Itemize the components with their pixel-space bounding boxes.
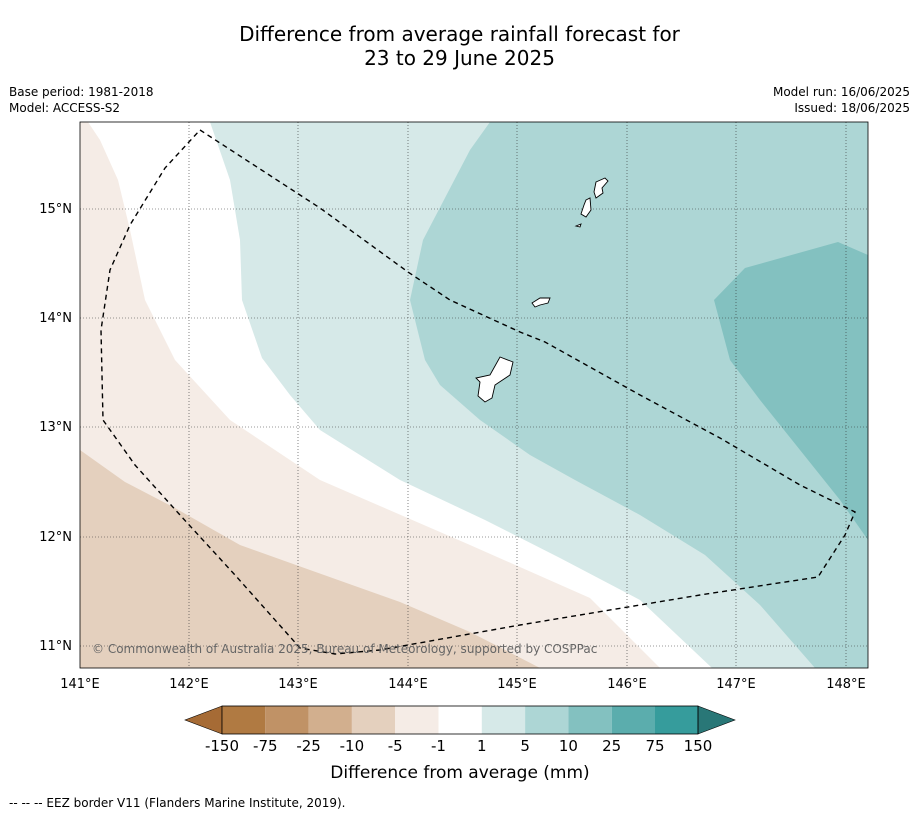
map-plot-area [80, 122, 868, 668]
lat-tick-label: 11°N [39, 639, 72, 654]
island-rota [531, 297, 551, 308]
colorbar-low-extend [184, 705, 223, 735]
colorbar-label: -75 [253, 737, 278, 755]
colorbar-title: Difference from average (mm) [330, 763, 589, 783]
lon-tick-label: 143°E [278, 677, 318, 692]
eez-border [100, 129, 856, 655]
meta-right: Model run: 16/06/2025 Issued: 18/06/2025 [773, 84, 910, 116]
colorbar-label: -25 [296, 737, 321, 755]
colorbar-segment [308, 706, 352, 734]
colorbar-segment [568, 706, 612, 734]
gridlines [80, 122, 868, 668]
colorbar-label: 10 [559, 737, 578, 755]
base-period-label: Base period: 1981-2018 [9, 85, 154, 99]
lat-tick-label: 15°N [39, 202, 72, 217]
lon-tick-label: 146°E [607, 677, 647, 692]
model-label: Model: ACCESS-S2 [9, 101, 121, 115]
lat-tick-labels: 15°N 14°N 13°N 12°N 11°N [39, 202, 72, 654]
map-frame [79, 121, 869, 669]
colorbar-frame [221, 705, 699, 735]
colorbar-segment [611, 706, 655, 734]
eez-footnote: -- -- -- EEZ border V11 (Flanders Marine… [9, 796, 346, 810]
lon-tick-label: 147°E [716, 677, 756, 692]
band-10-25 [714, 242, 868, 540]
meta-left: Base period: 1981-2018 Model: ACCESS-S2 [9, 84, 154, 116]
lat-tick-label: 14°N [39, 311, 72, 326]
lon-tick-label: 141°E [60, 677, 100, 692]
colorbar-label: -10 [340, 737, 365, 755]
colorbar-segment [222, 706, 266, 734]
lon-tick-label: 144°E [388, 677, 428, 692]
island-tinian [580, 197, 592, 218]
lon-tick-label: 148°E [826, 677, 866, 692]
title-line-2: 23 to 29 June 2025 [364, 46, 555, 70]
lon-tick-label: 145°E [497, 677, 537, 692]
island-guam [475, 356, 514, 403]
islands [475, 177, 609, 403]
colorbar-label: 75 [645, 737, 664, 755]
colorbar-segment [351, 706, 396, 734]
colorbar-label: 5 [520, 737, 530, 755]
island-saipan [593, 177, 609, 199]
colorbar-segment [265, 706, 309, 734]
map-title: Difference from average rainfall forecas… [0, 22, 919, 70]
colorbar-labels: -150 -75 -25 -10 -5 -1 1 5 10 25 75 150 [205, 737, 712, 755]
colorbar: -150 -75 -25 -10 -5 -1 1 5 10 25 75 150 … [184, 705, 736, 783]
colorbar-label: -5 [388, 737, 403, 755]
lon-tick-label: 142°E [169, 677, 209, 692]
copyright-text: © Commonwealth of Australia 2025, Bureau… [92, 642, 597, 656]
colorbar-segment [655, 706, 698, 734]
issued-label: Issued: 18/06/2025 [794, 101, 910, 115]
lat-tick-label: 12°N [39, 530, 72, 545]
title-line-1: Difference from average rainfall forecas… [239, 22, 680, 46]
colorbar-segment [525, 706, 569, 734]
lat-tick-label: 13°N [39, 420, 72, 435]
colorbar-segment [481, 706, 526, 734]
colorbar-segment [395, 706, 439, 734]
colorbar-high-extend [697, 705, 736, 735]
colorbar-label: -150 [205, 737, 239, 755]
model-run-label: Model run: 16/06/2025 [772, 85, 910, 99]
band-minus10-minus5 [80, 450, 540, 668]
colorbar-label: 1 [477, 737, 487, 755]
lon-tick-labels: 141°E 142°E 143°E 144°E 145°E 146°E 147°… [60, 677, 866, 692]
colorbar-label: -1 [431, 737, 446, 755]
colorbar-segment [438, 706, 482, 734]
island-aguijan [574, 223, 582, 228]
colorbar-label: 150 [684, 737, 713, 755]
colorbar-label: 25 [602, 737, 621, 755]
